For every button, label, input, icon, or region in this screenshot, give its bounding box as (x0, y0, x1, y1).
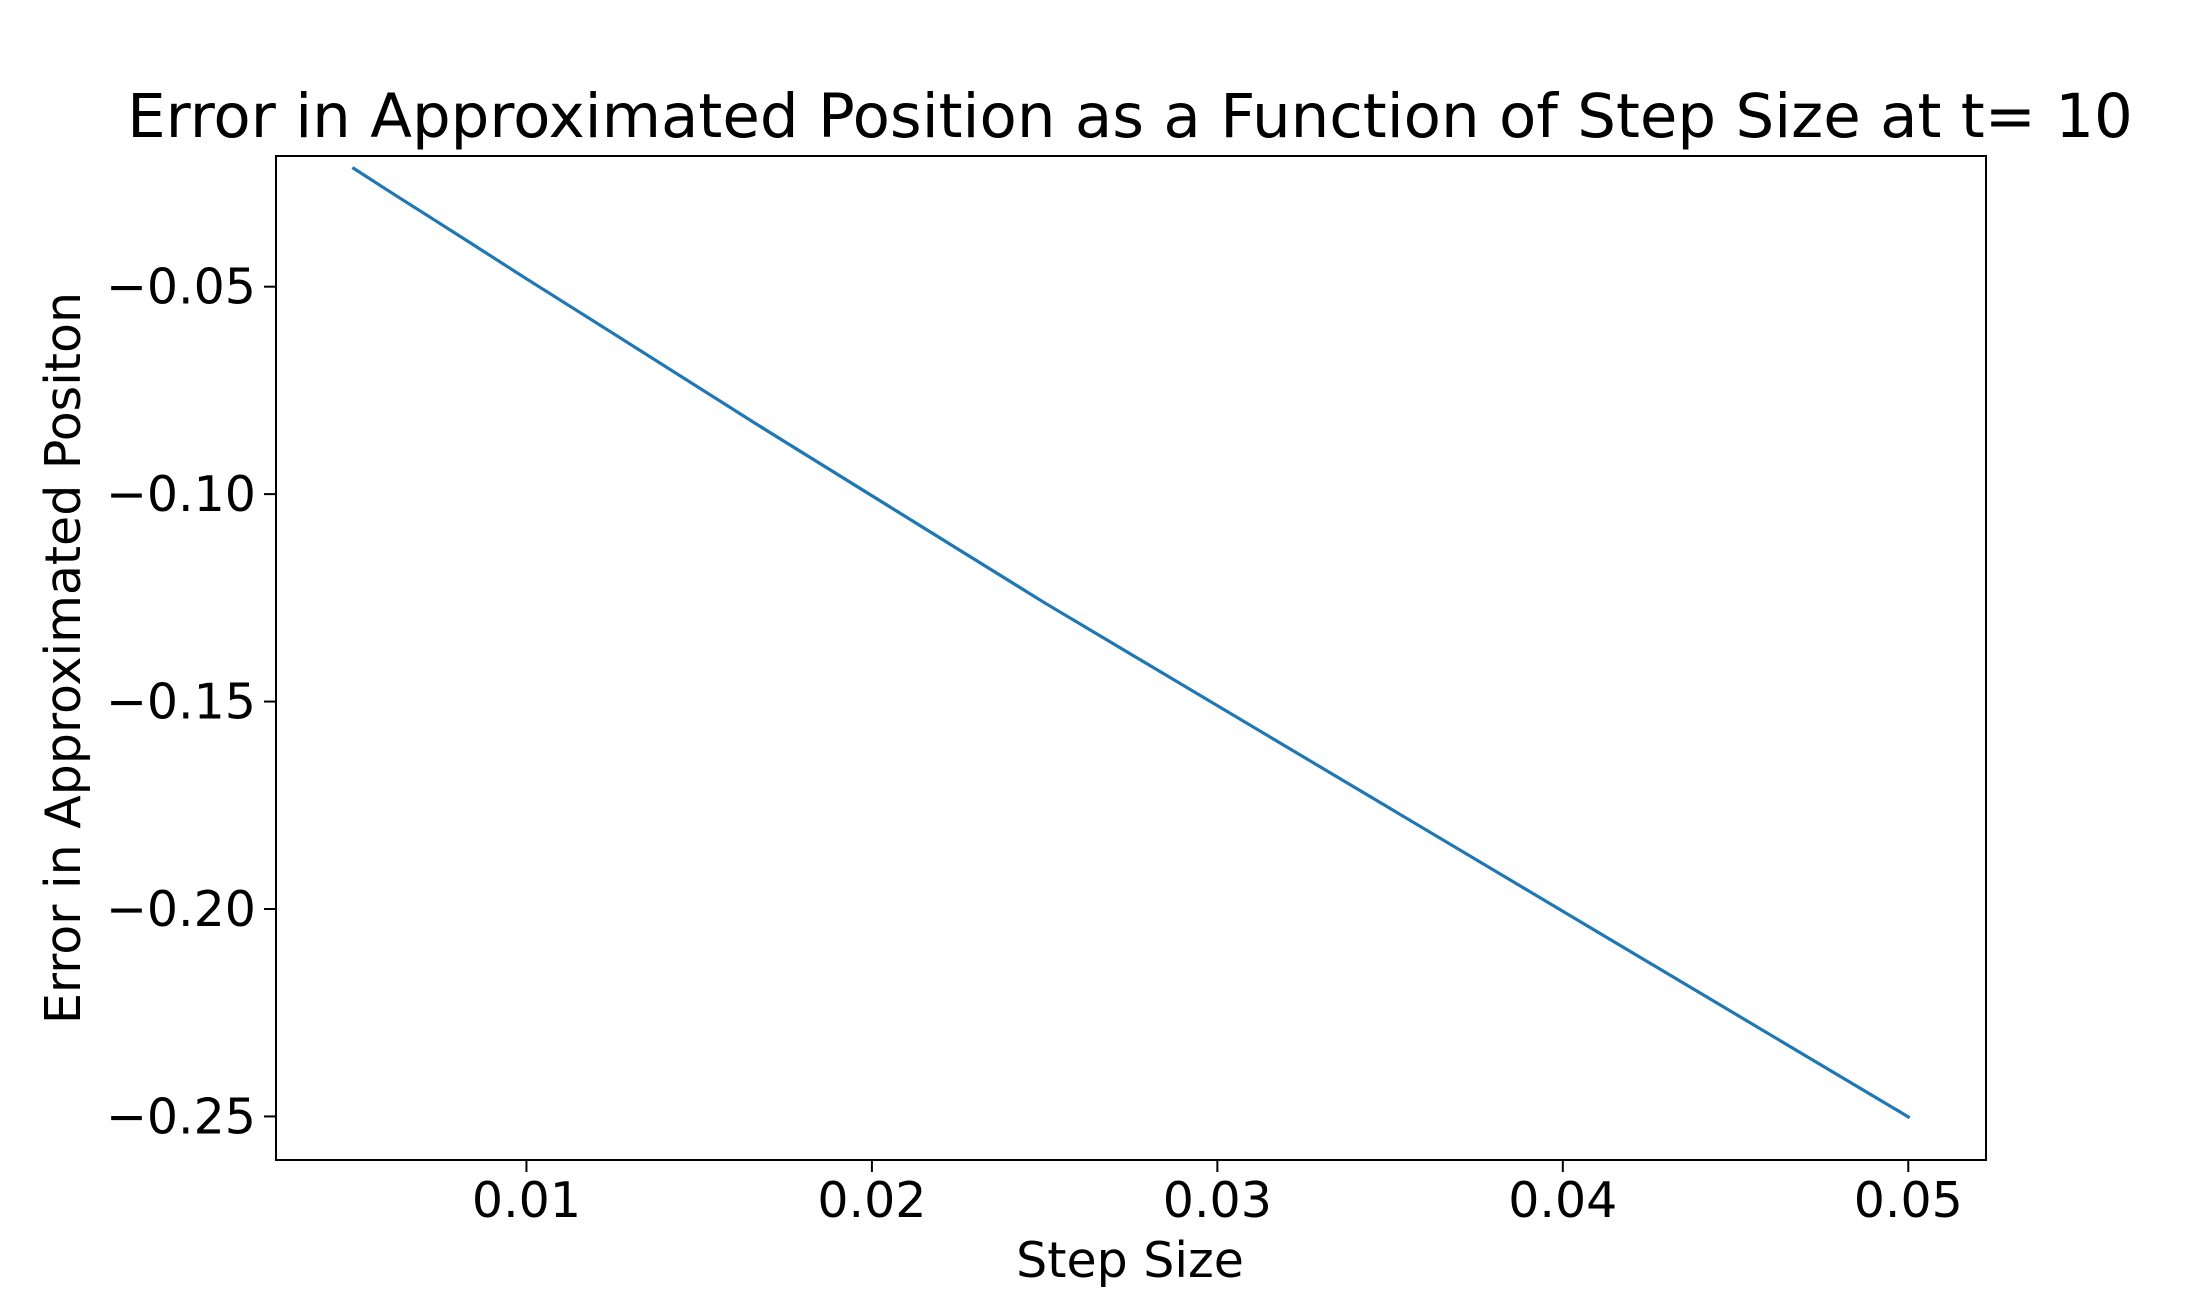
y-axis-label: Error in Approximated Positon (35, 292, 92, 1024)
x-axis-label: Step Size (1016, 1232, 1244, 1289)
x-tick-label: 0.02 (817, 1172, 926, 1229)
y-tick-label: −0.10 (106, 466, 256, 523)
series-layer (351, 166, 1911, 1120)
y-tick-label: −0.15 (106, 674, 256, 731)
x-tick-label: 0.05 (1854, 1172, 1963, 1229)
series-line (351, 166, 1911, 1120)
x-axis: 0.01 0.02 0.03 0.04 0.05 (472, 1160, 1963, 1229)
x-tick-label: 0.01 (472, 1172, 581, 1229)
x-tick-label: 0.04 (1508, 1172, 1617, 1229)
chart-title: Error in Approximated Position as a Func… (127, 81, 2133, 152)
x-tick-label: 0.03 (1163, 1172, 1272, 1229)
y-axis: −0.05 −0.10 −0.15 −0.20 −0.25 (106, 259, 276, 1145)
plot-area (275, 155, 1987, 1161)
y-tick-label: −0.25 (106, 1088, 256, 1145)
y-tick-label: −0.20 (106, 881, 256, 938)
y-tick-label: −0.05 (106, 259, 256, 316)
